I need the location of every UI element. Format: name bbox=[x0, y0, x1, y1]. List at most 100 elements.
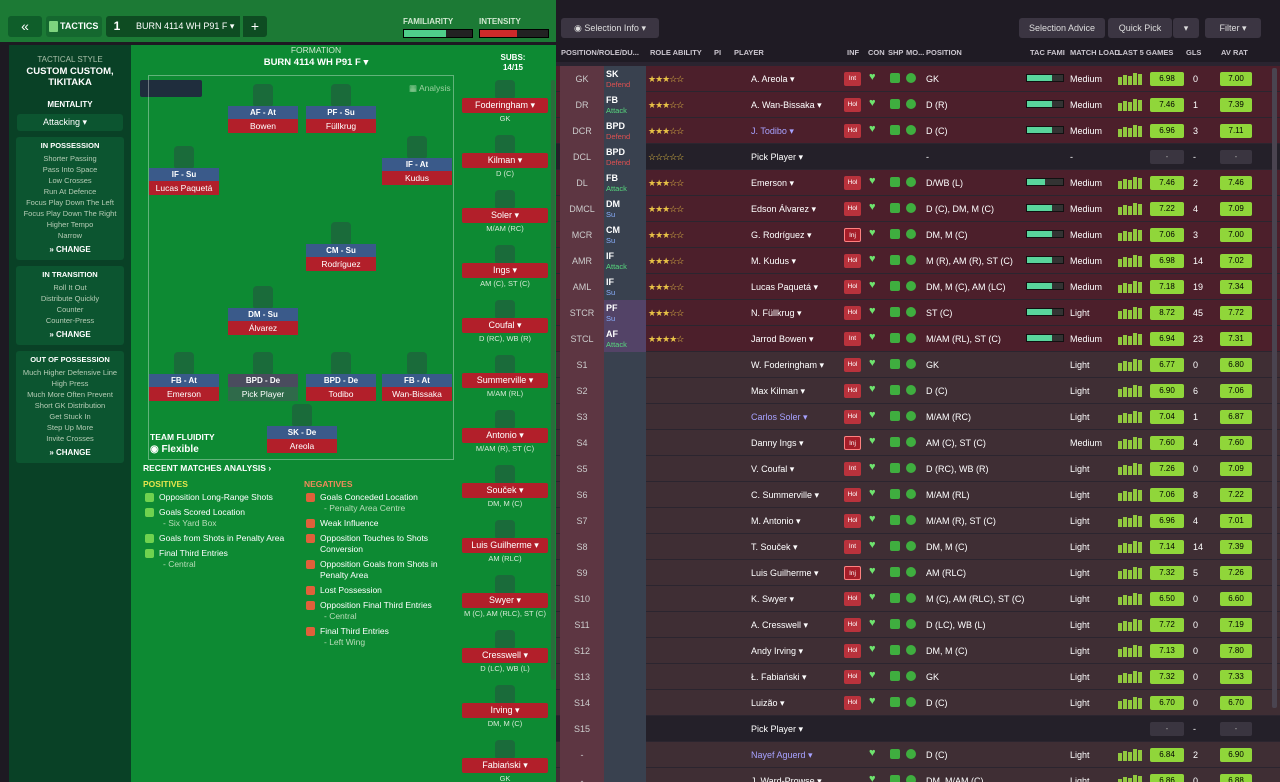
player-name-cell[interactable]: Carlos Soler ▾ bbox=[751, 412, 808, 422]
table-row[interactable]: STCL AF Attack ★★★★☆ Jarrod Bowen ▾ Int ♥ M/AM … bbox=[556, 326, 1280, 352]
pitch-player[interactable]: BPD - De Pick Player bbox=[228, 352, 298, 401]
player-name-cell[interactable]: Danny Ings ▾ bbox=[751, 438, 804, 448]
player-name-cell[interactable]: M. Antonio ▾ bbox=[751, 516, 801, 526]
table-row[interactable]: S10 K. Swyer ▾ Hol ♥ M (C), AM (RLC), ST (C)… bbox=[556, 586, 1280, 612]
player-name-cell[interactable]: A. Wan-Bissaka ▾ bbox=[751, 100, 822, 110]
selection-info-dropdown[interactable]: ◉ Selection Info ▾ bbox=[561, 18, 659, 38]
row-role[interactable] bbox=[604, 404, 646, 430]
sub-player[interactable]: Soler ▾ M/AM (RC) bbox=[460, 190, 550, 245]
header-13[interactable]: AV RAT bbox=[1221, 48, 1248, 57]
header-3[interactable]: PLAYER bbox=[734, 48, 764, 57]
row-role[interactable]: FB Attack bbox=[604, 170, 646, 196]
sub-player[interactable]: Antonio ▾ M/AM (R), ST (C) bbox=[460, 410, 550, 465]
sub-player[interactable]: Souček ▾ DM, M (C) bbox=[460, 465, 550, 520]
sub-name[interactable]: Cresswell ▾ bbox=[462, 648, 548, 663]
row-role[interactable] bbox=[604, 430, 646, 456]
table-row[interactable]: DCL BPD Defend ☆☆☆☆☆ Pick Player ▾ - - - - - bbox=[556, 144, 1280, 170]
row-role[interactable] bbox=[604, 638, 646, 664]
out-possession-change-button[interactable]: » CHANGE bbox=[49, 448, 91, 457]
player-role[interactable]: SK - De bbox=[267, 426, 337, 439]
table-scrollbar[interactable] bbox=[1272, 68, 1277, 708]
header-2[interactable]: PI bbox=[714, 48, 722, 57]
sub-player[interactable]: Kilman ▾ D (C) bbox=[460, 135, 550, 190]
row-role[interactable]: AF Attack bbox=[604, 326, 646, 352]
table-row[interactable]: S2 Max Kilman ▾ Hol ♥ D (C) Light 6.90 6 7.06 bbox=[556, 378, 1280, 404]
pitch-view-toggles[interactable] bbox=[140, 80, 202, 97]
row-role[interactable] bbox=[604, 456, 646, 482]
table-row[interactable]: S15 Pick Player ▾ - - - bbox=[556, 716, 1280, 742]
tactic-name-dropdown[interactable]: BURN 4114 WH P91 F ▾ bbox=[128, 16, 240, 37]
table-row[interactable]: S5 V. Coufal ▾ Int ♥ D (RC), WB (R) Light 7.26… bbox=[556, 456, 1280, 482]
sub-name[interactable]: Coufal ▾ bbox=[462, 318, 548, 333]
player-name-cell[interactable]: A. Areola ▾ bbox=[751, 74, 795, 84]
player-name-cell[interactable]: Edson Álvarez ▾ bbox=[751, 204, 817, 214]
table-row[interactable]: GK SK Defend ★★★☆☆ A. Areola ▾ Int ♥ GK Medium 6.… bbox=[556, 66, 1280, 92]
sub-player[interactable]: Foderingham ▾ GK bbox=[460, 80, 550, 135]
table-row[interactable]: S1 W. Foderingham ▾ Hol ♥ GK Light 6.77 0 6.80 bbox=[556, 352, 1280, 378]
table-row[interactable]: S11 A. Cresswell ▾ Hol ♥ D (LC), WB (L) Light… bbox=[556, 612, 1280, 638]
row-role[interactable]: DM Su bbox=[604, 196, 646, 222]
sub-player[interactable]: Irving ▾ DM, M (C) bbox=[460, 685, 550, 740]
player-role[interactable]: FB - At bbox=[382, 374, 452, 387]
sub-player[interactable]: Summerville ▾ M/AM (RL) bbox=[460, 355, 550, 410]
row-role[interactable]: FB Attack bbox=[604, 92, 646, 118]
header-12[interactable]: GLS bbox=[1186, 48, 1202, 57]
sub-name[interactable]: Swyer ▾ bbox=[462, 593, 548, 608]
player-name-cell[interactable]: N. Füllkrug ▾ bbox=[751, 308, 802, 318]
table-row[interactable]: DMCL DM Su ★★★☆☆ Edson Álvarez ▾ Hol ♥ D (C), D… bbox=[556, 196, 1280, 222]
player-role[interactable]: IF - At bbox=[382, 158, 452, 171]
row-role[interactable] bbox=[604, 560, 646, 586]
player-name-cell[interactable]: Jarrod Bowen ▾ bbox=[751, 334, 814, 344]
player-role[interactable]: BPD - De bbox=[306, 374, 376, 387]
header-5[interactable]: CON bbox=[868, 48, 885, 57]
pitch-player[interactable]: IF - Su Lucas Paquetá bbox=[149, 146, 219, 195]
player-name-cell[interactable]: K. Swyer ▾ bbox=[751, 594, 795, 604]
formation-dropdown[interactable]: BURN 4114 WH P91 F ▾ bbox=[263, 57, 369, 68]
sub-name[interactable]: Luis Guilherme ▾ bbox=[462, 538, 548, 553]
header-1[interactable]: ROLE ABILITY bbox=[650, 48, 702, 57]
subs-scrollbar[interactable] bbox=[551, 80, 555, 680]
sub-name[interactable]: Irving ▾ bbox=[462, 703, 548, 718]
player-name[interactable]: Wan-Bissaka bbox=[382, 387, 452, 401]
row-role[interactable]: PF Su bbox=[604, 300, 646, 326]
sub-player[interactable]: Ings ▾ AM (C), ST (C) bbox=[460, 245, 550, 300]
tactic-slot-number[interactable]: 1 bbox=[106, 16, 128, 37]
pitch-player[interactable]: CM - Su Rodríguez bbox=[306, 222, 376, 271]
header-7[interactable]: MO... bbox=[906, 48, 925, 57]
filter-dropdown[interactable]: Filter ▾ bbox=[1205, 18, 1261, 38]
header-8[interactable]: POSITION bbox=[926, 48, 962, 57]
pitch-player[interactable]: FB - At Emerson bbox=[149, 352, 219, 401]
row-role[interactable] bbox=[604, 586, 646, 612]
row-role[interactable] bbox=[604, 482, 646, 508]
row-role[interactable]: SK Defend bbox=[604, 66, 646, 92]
pitch-player[interactable]: SK - De Areola bbox=[267, 404, 337, 453]
table-row[interactable]: S13 Ł. Fabiański ▾ Hol ♥ GK Light 7.32 0 7.33 bbox=[556, 664, 1280, 690]
sub-name[interactable]: Souček ▾ bbox=[462, 483, 548, 498]
row-role[interactable]: IF Attack bbox=[604, 248, 646, 274]
player-name[interactable]: Bowen bbox=[228, 119, 298, 133]
sub-player[interactable]: Cresswell ▾ D (LC), WB (L) bbox=[460, 630, 550, 685]
player-role[interactable]: BPD - De bbox=[228, 374, 298, 387]
player-name-cell[interactable]: Ł. Fabiański ▾ bbox=[751, 672, 807, 682]
sub-player[interactable]: Luis Guilherme ▾ AM (RLC) bbox=[460, 520, 550, 575]
player-name-cell[interactable]: Luizão ▾ bbox=[751, 698, 785, 708]
table-row[interactable]: S6 C. Summerville ▾ Hol ♥ M/AM (RL) Light 7.06… bbox=[556, 482, 1280, 508]
player-role[interactable]: PF - Su bbox=[306, 106, 376, 119]
table-row[interactable]: DL FB Attack ★★★☆☆ Emerson ▾ Hol ♥ D/WB (L) Medi… bbox=[556, 170, 1280, 196]
player-name-cell[interactable]: V. Coufal ▾ bbox=[751, 464, 795, 474]
row-role[interactable]: IF Su bbox=[604, 274, 646, 300]
table-row[interactable]: AML IF Su ★★★☆☆ Lucas Paquetá ▾ Hol ♥ DM, M (C)… bbox=[556, 274, 1280, 300]
row-role[interactable] bbox=[604, 690, 646, 716]
pitch-player[interactable]: IF - At Kudus bbox=[382, 136, 452, 185]
pitch-player[interactable]: PF - Su Füllkrug bbox=[306, 84, 376, 133]
player-name[interactable]: Emerson bbox=[149, 387, 219, 401]
player-role[interactable]: CM - Su bbox=[306, 244, 376, 257]
player-role[interactable]: AF - At bbox=[228, 106, 298, 119]
header-10[interactable]: MATCH LOAD bbox=[1070, 48, 1120, 57]
table-row[interactable]: S7 M. Antonio ▾ Hol ♥ M/AM (R), ST (C) Light 6… bbox=[556, 508, 1280, 534]
selection-advice-button[interactable]: Selection Advice bbox=[1019, 18, 1105, 38]
player-name-cell[interactable]: Pick Player ▾ bbox=[751, 152, 804, 162]
player-name-cell[interactable]: Lucas Paquetá ▾ bbox=[751, 282, 819, 292]
in-transition-change-button[interactable]: » CHANGE bbox=[49, 330, 91, 339]
player-name-cell[interactable]: Emerson ▾ bbox=[751, 178, 795, 188]
